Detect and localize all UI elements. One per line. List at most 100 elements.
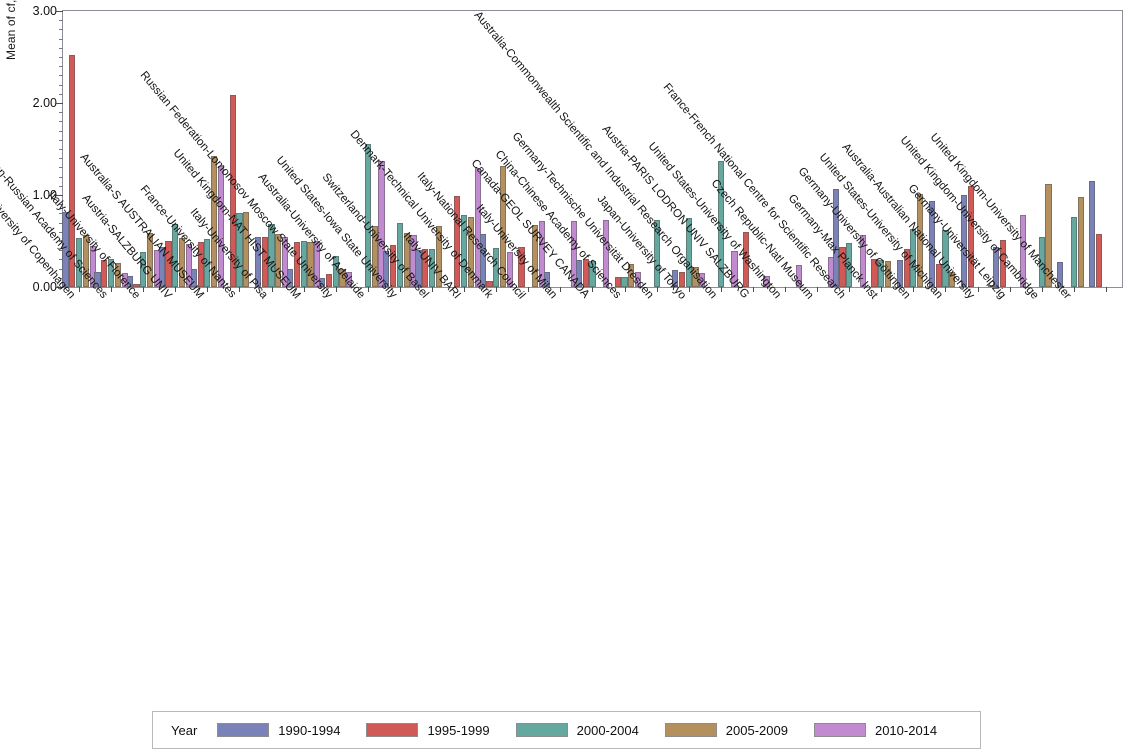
y-tick-mark — [56, 195, 63, 196]
bar — [275, 233, 282, 287]
y-minor-tick — [59, 185, 63, 187]
bar — [999, 240, 1006, 287]
y-tick-mark — [56, 103, 63, 104]
bar — [903, 249, 910, 287]
chart-legend: Year 1990-1994 1995-1999 2000-2004 2005-200… — [152, 711, 981, 749]
bar — [763, 275, 770, 287]
y-minor-tick — [59, 93, 63, 95]
x-tick-mark — [720, 287, 722, 292]
bar — [254, 237, 262, 287]
bar — [158, 246, 165, 287]
bar — [499, 166, 507, 287]
bar — [839, 246, 846, 287]
bar-group — [415, 11, 448, 292]
bar-group — [158, 11, 192, 292]
x-tick-mark — [464, 287, 466, 292]
bar-group — [896, 11, 929, 292]
bar — [140, 252, 147, 287]
x-tick-mark — [560, 287, 562, 292]
legend-items: 1990-1994 1995-1999 2000-2004 2005-2009 2010… — [217, 723, 963, 738]
bar — [538, 220, 545, 287]
bar — [422, 249, 429, 287]
bar — [101, 260, 108, 287]
legend-item[interactable]: 2005-2009 — [664, 723, 788, 738]
bar — [396, 222, 404, 287]
y-tick-mark — [56, 287, 63, 288]
bar — [575, 260, 582, 287]
y-tick-mark — [56, 11, 63, 12]
bar-group — [609, 11, 642, 292]
x-tick-mark — [432, 287, 434, 292]
bar — [896, 260, 903, 287]
y-minor-tick — [59, 29, 63, 31]
x-tick-mark — [1073, 287, 1075, 292]
bar — [435, 226, 442, 287]
x-tick-mark — [1041, 287, 1043, 292]
y-tick-label: 2.00 — [32, 96, 57, 110]
x-tick-mark — [624, 287, 626, 292]
x-axis-labels: Denmark-University of CopenhagenRussian … — [0, 9, 1134, 692]
y-minor-tick — [59, 204, 63, 206]
legend-item[interactable]: 2000-2004 — [515, 723, 639, 738]
legend-item[interactable]: 2010-2014 — [813, 723, 937, 738]
bar — [89, 245, 96, 287]
bar-group — [126, 11, 160, 292]
bar-group — [286, 11, 321, 292]
bar — [832, 188, 839, 287]
bar — [878, 260, 885, 287]
bar — [332, 255, 339, 287]
y-minor-tick — [59, 250, 63, 252]
bar — [236, 213, 243, 287]
bar — [635, 272, 642, 287]
bar — [1077, 196, 1084, 287]
x-tick-mark — [688, 287, 690, 292]
legend-label: 1995-1999 — [427, 722, 490, 738]
bar — [268, 223, 275, 287]
bar-group — [448, 11, 481, 292]
bar — [743, 231, 750, 287]
bar — [300, 241, 307, 287]
bar-group — [641, 11, 673, 292]
x-tick-mark — [335, 287, 337, 292]
bar-group — [352, 11, 385, 292]
x-tick-mark — [303, 287, 305, 292]
x-tick-mark — [881, 287, 883, 292]
bar — [967, 185, 974, 287]
bar — [428, 249, 436, 287]
y-minor-tick — [59, 139, 63, 141]
bar — [1020, 215, 1027, 287]
bar — [1057, 262, 1064, 287]
bar — [992, 247, 1000, 287]
bar — [532, 225, 539, 287]
bar — [467, 217, 474, 287]
bar — [614, 276, 621, 287]
x-tick-mark — [913, 287, 915, 292]
bar — [261, 237, 268, 287]
y-minor-tick — [59, 57, 63, 58]
y-minor-tick — [59, 268, 63, 270]
bar — [62, 211, 69, 287]
bar-group — [1057, 11, 1090, 292]
bar — [378, 160, 385, 287]
x-tick-mark — [207, 287, 209, 292]
bar — [185, 243, 192, 287]
bar — [1089, 181, 1096, 287]
bar — [319, 277, 326, 287]
y-minor-tick — [59, 149, 63, 150]
bar — [699, 273, 706, 287]
bar — [602, 219, 610, 287]
legend-item[interactable]: 1990-1994 — [217, 723, 340, 738]
bar — [486, 281, 493, 287]
bar — [133, 284, 140, 287]
bar — [717, 160, 724, 287]
legend-item[interactable]: 1995-1999 — [366, 722, 490, 738]
bar-group — [223, 11, 255, 292]
bar — [493, 248, 500, 287]
y-minor-tick — [59, 47, 63, 49]
bar — [885, 261, 892, 287]
x-tick-mark — [1105, 287, 1107, 292]
y-minor-tick — [59, 241, 63, 242]
bar — [960, 195, 968, 287]
bar — [82, 234, 89, 287]
bar — [672, 270, 679, 287]
